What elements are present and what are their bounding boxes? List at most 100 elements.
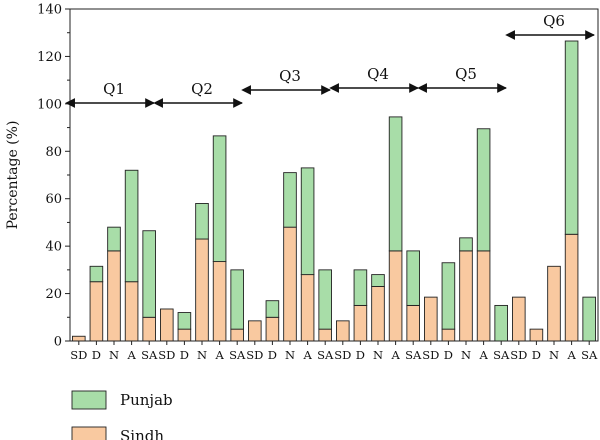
legend-label-sindh: Sindh bbox=[120, 427, 164, 440]
x-tick-label-21: D bbox=[444, 348, 453, 362]
group-label-Q3: Q3 bbox=[279, 67, 301, 85]
x-tick-label-25: SD bbox=[510, 348, 527, 362]
bar-punjab-14 bbox=[318, 269, 332, 330]
x-tick-label-19: SA bbox=[405, 348, 422, 362]
legend-swatch-sindh bbox=[71, 426, 107, 440]
y-tick-label-80: 80 bbox=[45, 145, 62, 160]
bar-punjab-1 bbox=[89, 265, 104, 283]
bar-punjab-18 bbox=[388, 116, 403, 252]
bar-sindh-10 bbox=[248, 320, 262, 342]
bar-sindh-22 bbox=[459, 250, 473, 342]
bar-sindh-4 bbox=[142, 316, 156, 342]
bar-punjab-4 bbox=[142, 230, 156, 318]
group-label-Q4: Q4 bbox=[367, 65, 389, 83]
bar-sindh-15 bbox=[336, 320, 350, 342]
x-tick-label-29: SA bbox=[581, 348, 598, 362]
bar-sindh-0 bbox=[72, 335, 86, 342]
bar-sindh-25 bbox=[512, 296, 526, 342]
bar-sindh-13 bbox=[300, 274, 315, 342]
x-tick-label-11: D bbox=[268, 348, 277, 362]
bar-punjab-17 bbox=[371, 274, 385, 287]
group-label-Q2: Q2 bbox=[191, 80, 213, 98]
bar-sindh-3 bbox=[124, 281, 139, 342]
bar-sindh-7 bbox=[195, 238, 209, 342]
bar-punjab-11 bbox=[265, 300, 280, 318]
legend-swatch-punjab bbox=[71, 390, 107, 410]
group-label-Q1: Q1 bbox=[103, 80, 125, 98]
bar-sindh-1 bbox=[89, 281, 104, 342]
bar-sindh-19 bbox=[406, 304, 420, 342]
x-tick-label-22: N bbox=[461, 348, 471, 362]
x-tick-label-18: A bbox=[390, 348, 400, 362]
bar-sindh-9 bbox=[230, 328, 244, 342]
bar-punjab-23 bbox=[476, 128, 491, 252]
y-tick-label-100: 100 bbox=[37, 97, 62, 112]
x-tick-label-13: A bbox=[302, 348, 312, 362]
bar-sindh-23 bbox=[476, 250, 491, 342]
x-tick-label-15: SD bbox=[334, 348, 351, 362]
bar-sindh-28 bbox=[564, 233, 579, 342]
bar-punjab-7 bbox=[195, 203, 209, 240]
bar-sindh-16 bbox=[353, 304, 368, 342]
x-tick-label-7: N bbox=[197, 348, 207, 362]
y-axis-label: Percentage (%) bbox=[5, 121, 21, 230]
bar-punjab-19 bbox=[406, 250, 420, 306]
y-tick-label-140: 140 bbox=[37, 3, 62, 18]
bar-sindh-21 bbox=[441, 328, 456, 342]
bar-sindh-26 bbox=[529, 328, 544, 342]
x-tick-label-17: N bbox=[373, 348, 383, 362]
y-tick-label-120: 120 bbox=[37, 50, 62, 65]
x-tick-label-4: SA bbox=[141, 348, 158, 362]
bar-punjab-16 bbox=[353, 269, 368, 306]
bar-sindh-14 bbox=[318, 328, 332, 342]
x-tick-label-14: SA bbox=[317, 348, 334, 362]
bar-punjab-22 bbox=[459, 237, 473, 252]
x-tick-label-1: D bbox=[92, 348, 101, 362]
y-tick-label-60: 60 bbox=[45, 192, 62, 207]
bar-punjab-3 bbox=[124, 169, 139, 283]
x-tick-label-28: A bbox=[566, 348, 576, 362]
bar-punjab-13 bbox=[300, 167, 315, 276]
x-tick-label-23: A bbox=[478, 348, 488, 362]
x-tick-label-3: A bbox=[126, 348, 136, 362]
x-tick-label-26: D bbox=[532, 348, 541, 362]
bar-sindh-27 bbox=[547, 265, 561, 342]
bar-sindh-5 bbox=[160, 308, 174, 342]
x-tick-label-6: D bbox=[180, 348, 189, 362]
bar-sindh-6 bbox=[177, 328, 192, 342]
bar-sindh-8 bbox=[212, 261, 227, 342]
bar-punjab-29 bbox=[582, 296, 596, 342]
x-tick-label-2: N bbox=[109, 348, 119, 362]
bar-punjab-28 bbox=[564, 40, 579, 235]
x-tick-label-8: A bbox=[214, 348, 224, 362]
bar-sindh-20 bbox=[424, 296, 438, 342]
y-tick-label-20: 20 bbox=[45, 287, 62, 302]
bar-sindh-12 bbox=[283, 226, 297, 342]
bar-punjab-24 bbox=[494, 304, 508, 342]
group-label-Q5: Q5 bbox=[455, 65, 477, 83]
x-tick-label-16: D bbox=[356, 348, 365, 362]
x-tick-label-0: SD bbox=[70, 348, 87, 362]
bar-punjab-21 bbox=[441, 262, 456, 330]
legend-label-punjab: Punjab bbox=[120, 391, 173, 409]
x-tick-label-5: SD bbox=[158, 348, 175, 362]
bar-punjab-12 bbox=[283, 172, 297, 228]
x-tick-label-10: SD bbox=[246, 348, 263, 362]
x-tick-label-12: N bbox=[285, 348, 295, 362]
bar-sindh-17 bbox=[371, 286, 385, 342]
x-tick-label-27: N bbox=[549, 348, 559, 362]
bar-punjab-9 bbox=[230, 269, 244, 330]
x-tick-label-24: SA bbox=[493, 348, 510, 362]
y-tick-label-40: 40 bbox=[45, 240, 62, 255]
bar-punjab-2 bbox=[107, 226, 121, 252]
x-tick-label-20: SD bbox=[422, 348, 439, 362]
x-tick-label-9: SA bbox=[229, 348, 246, 362]
group-label-Q6: Q6 bbox=[543, 12, 565, 30]
bar-sindh-18 bbox=[388, 250, 403, 342]
bar-sindh-11 bbox=[265, 316, 280, 342]
bar-sindh-2 bbox=[107, 250, 121, 342]
y-tick-label-0: 0 bbox=[54, 335, 62, 350]
bar-punjab-8 bbox=[212, 135, 227, 263]
bar-punjab-6 bbox=[177, 312, 192, 330]
